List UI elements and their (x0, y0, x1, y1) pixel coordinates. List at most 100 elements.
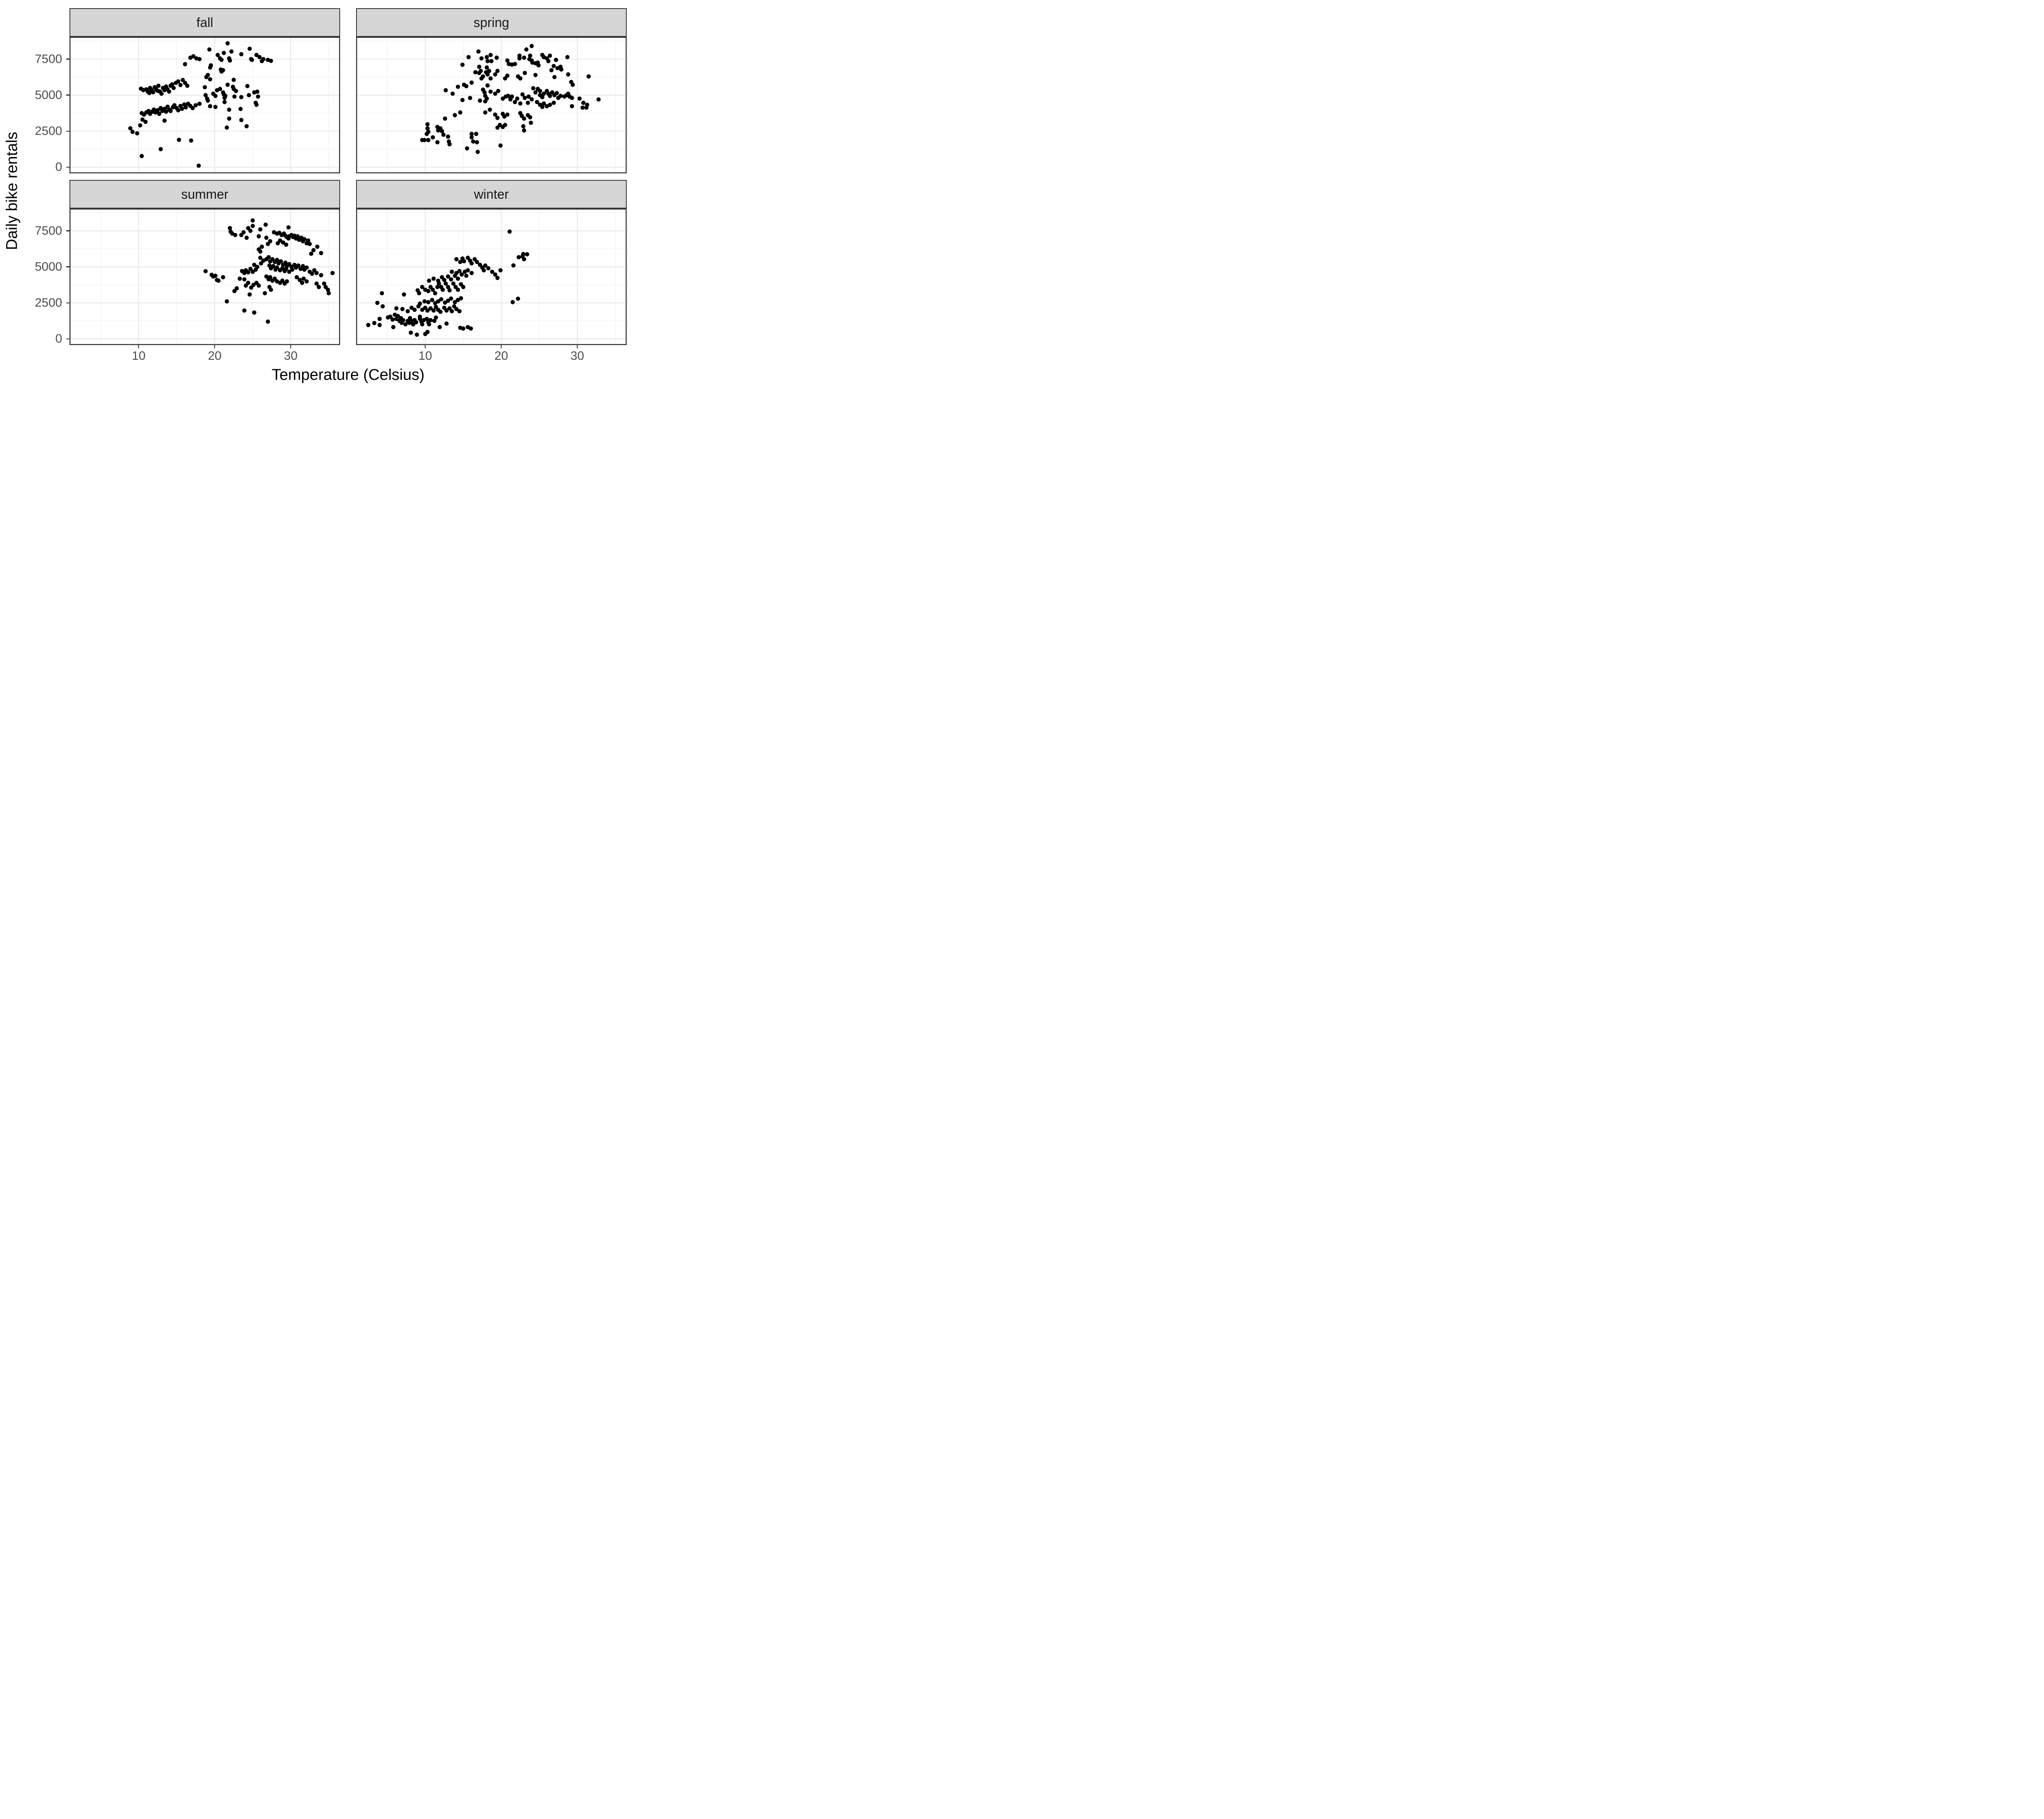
scatter-point (283, 260, 288, 265)
scatter-point (415, 332, 419, 337)
scatter-point (213, 94, 218, 98)
scatter-point (242, 277, 247, 282)
scatter-point (482, 90, 487, 95)
scatter-point (475, 260, 479, 264)
scatter-point (314, 281, 319, 286)
scatter-point (305, 265, 309, 270)
scatter-point (536, 63, 541, 67)
scatter-point (180, 107, 184, 111)
scatter-point (254, 103, 259, 107)
scatter-point (513, 62, 517, 66)
scatter-point (232, 94, 237, 99)
scatter-point (515, 296, 520, 301)
scatter-point (252, 90, 257, 95)
scatter-point (422, 138, 427, 142)
scatter-point (432, 318, 437, 323)
y-tick-label: 2500 (35, 296, 62, 310)
scatter-point (183, 81, 187, 85)
scatter-point (444, 281, 448, 286)
scatter-panel-spring (356, 37, 627, 173)
scatter-point (471, 139, 475, 144)
scatter-point (498, 143, 503, 148)
scatter-point (380, 304, 385, 309)
scatter-point (586, 74, 591, 79)
scatter-point (267, 255, 271, 260)
scatter-point (538, 89, 542, 93)
scatter-point (426, 138, 430, 142)
x-tick-label: 10 (132, 349, 146, 363)
scatter-point (203, 269, 208, 274)
x-tick-label: 20 (494, 349, 508, 363)
x-tick-mark (290, 345, 291, 348)
scatter-point (498, 123, 502, 127)
scatter-point (266, 242, 270, 246)
scatter-point (453, 300, 457, 305)
scatter-point (234, 286, 239, 291)
scatter-panel-fall (69, 37, 340, 173)
scatter-point (284, 242, 289, 247)
scatter-point (526, 94, 531, 99)
scatter-point (269, 287, 273, 292)
scatter-point (294, 275, 299, 280)
scatter-point (489, 59, 494, 63)
panel-border (356, 37, 627, 173)
scatter-point (158, 147, 163, 151)
scatter-point (247, 93, 251, 97)
scatter-point (168, 109, 173, 113)
scatter-point (251, 283, 256, 287)
scatter-point (469, 80, 474, 85)
scatter-point (414, 320, 419, 325)
scatter-point (596, 97, 601, 102)
scatter-point (510, 300, 515, 305)
scatter-point (193, 103, 198, 108)
scatter-point (162, 118, 167, 123)
scatter-point (203, 93, 208, 97)
scatter-point (266, 319, 270, 324)
scatter-point (559, 67, 564, 72)
scatter-point (425, 126, 430, 131)
scatter-point (231, 78, 236, 82)
scatter-point (456, 85, 460, 89)
scatter-point (322, 281, 327, 286)
scatter-point (435, 285, 440, 289)
scatter-point (264, 274, 269, 279)
scatter-point (457, 269, 462, 274)
scatter-point (505, 58, 510, 63)
scatter-point (447, 306, 452, 311)
scatter-point (242, 308, 247, 313)
faceted-scatter-figure: Daily bike rentals fall spring summer wi… (0, 0, 631, 390)
y-tick-label: 0 (55, 160, 62, 174)
strip-summer: summer (69, 180, 340, 209)
scatter-point (208, 77, 213, 82)
scatter-point (286, 225, 291, 230)
scatter-point (507, 229, 512, 234)
scatter-point (451, 281, 456, 286)
scatter-point (450, 92, 455, 96)
scatter-point (280, 278, 285, 283)
scatter-point (191, 54, 196, 58)
scatter-point (493, 72, 498, 77)
scatter-point (411, 322, 415, 327)
scatter-point (485, 72, 490, 77)
scatter-point (478, 69, 483, 73)
scatter-point (377, 323, 382, 327)
scatter-point (505, 112, 510, 117)
scatter-point (135, 131, 139, 136)
scatter-point (380, 291, 384, 296)
scatter-point (479, 56, 484, 61)
scatter-point (366, 323, 370, 327)
facet-summer: summer (69, 180, 340, 345)
x-tick-label: 30 (284, 349, 298, 363)
scatter-point (449, 296, 453, 301)
scatter-point (474, 132, 478, 136)
scatter-point (437, 325, 442, 330)
scatter-point (442, 278, 446, 282)
facet-fall: fall (69, 8, 340, 173)
scatter-point (466, 55, 471, 59)
scatter-point (461, 326, 466, 331)
scatter-point (234, 89, 238, 93)
scatter-point (513, 100, 517, 104)
scatter-point (140, 117, 145, 122)
scatter-point (375, 301, 380, 305)
scatter-point (326, 287, 330, 292)
